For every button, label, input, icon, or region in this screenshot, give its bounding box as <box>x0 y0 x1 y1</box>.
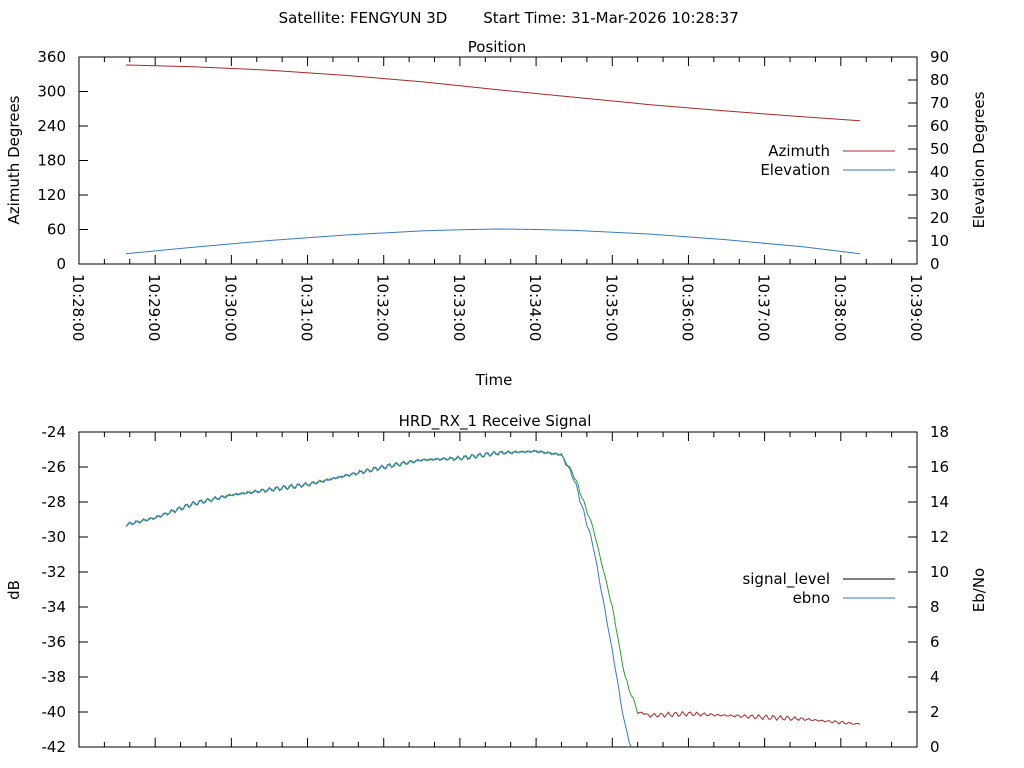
y2-tick-label: 50 <box>930 140 949 158</box>
y-tick-label: 300 <box>37 83 66 101</box>
y2-tick-label: 20 <box>930 209 949 227</box>
position-chart: Position Azimuth Degrees Elevation Degre… <box>5 38 988 389</box>
y2-tick-label: 40 <box>930 163 949 181</box>
y-tick-label: -24 <box>42 423 67 441</box>
y-tick-label: 0 <box>56 255 66 273</box>
x-tick-label: 10:32:00 <box>374 274 392 341</box>
y-tick-label: -38 <box>42 668 67 686</box>
legend-label-Elevation: Elevation <box>760 161 830 179</box>
x-tick-label: 10:36:00 <box>678 274 696 341</box>
y-tick-label: -34 <box>42 598 67 616</box>
x-tick-label: 10:31:00 <box>298 274 316 341</box>
x-tick-label: 10:37:00 <box>755 274 773 341</box>
y2-tick-label: 10 <box>930 232 949 250</box>
receive-signal-chart: HRD_RX_1 Receive Signal dB Eb/No -42 -40 -… <box>5 412 988 756</box>
x-tick-label: 10:34:00 <box>526 274 544 341</box>
x-tick-label: 10:38:00 <box>831 274 849 341</box>
y-tick-label: 180 <box>37 152 66 170</box>
receive-signal-chart-title: HRD_RX_1 Receive Signal <box>399 412 592 431</box>
y2-tick-label: 6 <box>930 633 940 651</box>
y-tick-label: -36 <box>42 633 67 651</box>
x-tick-label: 10:29:00 <box>145 274 163 341</box>
legend-label-Azimuth: Azimuth <box>768 142 830 160</box>
series-line-signal_level-upper <box>125 450 639 714</box>
series-line-Elevation <box>125 228 860 255</box>
legend-label-signal_level: signal_level <box>742 570 830 589</box>
y-tick-label: -30 <box>42 528 67 546</box>
x-tick-label: 10:35:00 <box>602 274 620 341</box>
y2-tick-label: 16 <box>930 458 949 476</box>
position-y-axis-label: Azimuth Degrees <box>5 95 23 224</box>
y2-tick-label: 8 <box>930 598 940 616</box>
y-tick-label: -40 <box>42 703 67 721</box>
y2-tick-label: 0 <box>930 255 940 273</box>
receive-signal-y-axis-label: dB <box>5 580 23 600</box>
y2-tick-label: 12 <box>930 528 949 546</box>
header-start-time: Start Time: 31-Mar-2026 10:28:37 <box>483 9 739 27</box>
position-chart-title: Position <box>468 38 526 56</box>
y-tick-label: 240 <box>37 117 66 135</box>
y2-tick-label: 14 <box>930 493 949 511</box>
y-tick-label: -26 <box>42 458 67 476</box>
y2-tick-label: 90 <box>930 48 949 66</box>
y2-tick-label: 80 <box>930 71 949 89</box>
y2-tick-label: 30 <box>930 186 949 204</box>
y2-tick-label: 18 <box>930 423 949 441</box>
y-tick-label: 60 <box>47 221 66 239</box>
y2-tick-label: 2 <box>930 703 940 721</box>
x-tick-label: 10:39:00 <box>907 274 925 341</box>
header-satellite: Satellite: FENGYUN 3D <box>279 9 448 27</box>
y-tick-label: -32 <box>42 563 67 581</box>
x-tick-label: 10:28:00 <box>69 274 87 341</box>
y-tick-label: 120 <box>37 186 66 204</box>
series-line-ebno <box>125 449 632 748</box>
x-tick-label: 10:30:00 <box>221 274 239 341</box>
y2-tick-label: 4 <box>930 668 940 686</box>
y2-tick-label: 10 <box>930 563 949 581</box>
y-tick-label: -28 <box>42 493 67 511</box>
y2-tick-label: 70 <box>930 94 949 112</box>
y2-tick-label: 60 <box>930 117 949 135</box>
series-line-Azimuth <box>125 64 860 122</box>
position-y2-axis-label: Elevation Degrees <box>970 91 988 228</box>
x-tick-label: 10:33:00 <box>450 274 468 341</box>
position-x-axis-label: Time <box>475 371 513 389</box>
y-tick-label: -42 <box>42 738 67 756</box>
series-line-signal_level <box>637 710 861 725</box>
receive-signal-y2-axis-label: Eb/No <box>970 568 988 612</box>
legend-label-ebno: ebno <box>793 589 830 607</box>
y2-tick-label: 0 <box>930 738 940 756</box>
y-tick-label: 360 <box>37 48 66 66</box>
receive-signal-plot-frame <box>78 431 918 748</box>
